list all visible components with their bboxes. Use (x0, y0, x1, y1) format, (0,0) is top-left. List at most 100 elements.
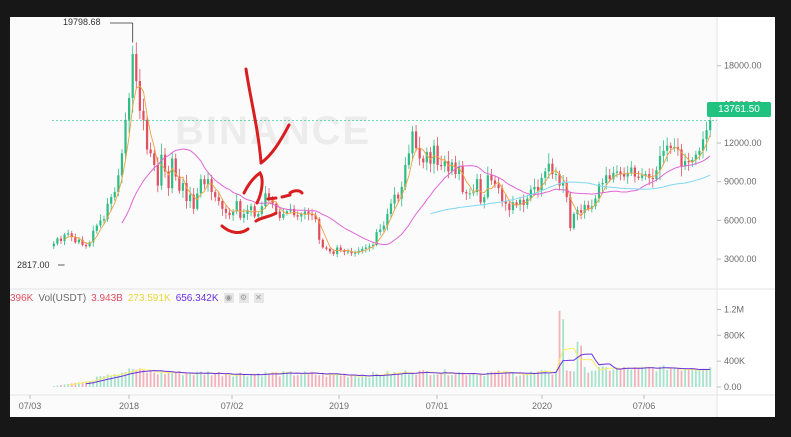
volume-bar (490, 371, 493, 387)
volume-bar (454, 374, 457, 387)
candle-body (310, 213, 314, 216)
candle-body (95, 225, 98, 231)
candle-body (630, 167, 633, 173)
ma-slow-line (121, 148, 711, 246)
volume-value: 3.943B (91, 293, 123, 304)
candle-body (332, 251, 335, 254)
volume-bar (483, 376, 486, 387)
volume-bar (196, 371, 199, 387)
candle-body (361, 248, 364, 251)
volume-bar (630, 369, 633, 387)
volume-bar (497, 370, 500, 387)
candle-body (88, 242, 91, 247)
volume-tick-label: 800K (724, 330, 745, 340)
volume-bar (461, 372, 464, 387)
volume-bar (623, 366, 626, 387)
candle-body (662, 150, 665, 156)
candle-body (328, 248, 332, 252)
volume-bar (522, 374, 525, 387)
volume-bar (210, 375, 213, 387)
volume-bar (458, 372, 461, 387)
volume-bar (558, 310, 561, 387)
volume-bar (63, 384, 66, 387)
volume-bar (228, 375, 231, 387)
close-icon[interactable]: ✕ (253, 293, 264, 304)
volume-bar (372, 371, 374, 387)
volume-bar (537, 371, 539, 387)
candle-body (522, 199, 525, 205)
volume-bar (562, 319, 565, 387)
candle-body (188, 194, 192, 202)
candle-body (314, 215, 317, 220)
price-tick-label: 3000.00 (724, 254, 757, 264)
volume-bar (705, 368, 708, 387)
volume-label: Vol(USDT) (38, 293, 87, 304)
volume-bar (397, 372, 400, 387)
annotation-stroke (280, 193, 292, 199)
annotation-stroke (288, 189, 304, 195)
volume-bar (52, 386, 55, 387)
candle-body (375, 232, 378, 245)
volume-bar (641, 366, 643, 387)
volume-bar (67, 383, 70, 387)
volume-bar (88, 380, 91, 387)
volume-bar (354, 375, 356, 387)
candle-body (465, 192, 468, 194)
price-chart[interactable]: 18000.0015000.0012000.009000.006000.0030… (10, 17, 775, 417)
volume-bar (404, 370, 407, 387)
annotation-stroke (244, 67, 263, 164)
volume-bar (451, 375, 453, 387)
candle-body (443, 161, 446, 167)
volume-bar (476, 375, 478, 387)
candle-body (458, 166, 461, 174)
candle-body (619, 171, 622, 174)
volume-bar (160, 370, 163, 387)
candle-body (407, 153, 411, 165)
volume-bar (486, 372, 489, 387)
candle-body (590, 206, 593, 209)
candle-body (303, 211, 306, 214)
volume-bar (375, 373, 378, 387)
volume-bar (526, 373, 529, 387)
candle-body (644, 174, 647, 176)
volume-bar (85, 381, 87, 387)
volume-bar (551, 374, 554, 387)
volume-bar (225, 374, 227, 387)
volume-bar (124, 372, 127, 387)
candle-body (149, 149, 152, 154)
volume-bar (633, 367, 636, 387)
volume-bar (648, 367, 651, 387)
candle-body (128, 97, 131, 120)
candle-body (440, 164, 443, 167)
time-tick-label: 2018 (119, 401, 139, 411)
candle-body (691, 159, 694, 163)
volume-bar (232, 376, 235, 387)
candle-body (547, 163, 550, 172)
candle-body (206, 179, 210, 185)
candle-body (518, 199, 522, 205)
candle-body (296, 215, 299, 217)
candle-body (145, 119, 149, 150)
eye-icon[interactable]: ◉ (223, 293, 234, 304)
candle-body (117, 175, 120, 193)
candle-body (515, 202, 518, 205)
candle-body (160, 154, 163, 186)
candle-body (196, 193, 199, 209)
volume-bar (70, 383, 73, 387)
volume-bar (382, 375, 385, 387)
candle-body (418, 148, 421, 159)
settings-icon[interactable]: ⚙ (238, 293, 249, 304)
candle-body (483, 197, 486, 203)
volume-bar (364, 376, 367, 387)
candle-body (364, 247, 367, 249)
volume-bar (278, 376, 281, 387)
candle-body (52, 243, 55, 247)
candle-body (260, 206, 263, 214)
candle-body (232, 211, 235, 216)
volume-bar (598, 367, 600, 387)
candle-body (81, 239, 84, 245)
volume-bar (468, 374, 471, 387)
volume-bar (171, 372, 174, 387)
candle-body (102, 219, 106, 221)
volume-bar (662, 365, 665, 387)
